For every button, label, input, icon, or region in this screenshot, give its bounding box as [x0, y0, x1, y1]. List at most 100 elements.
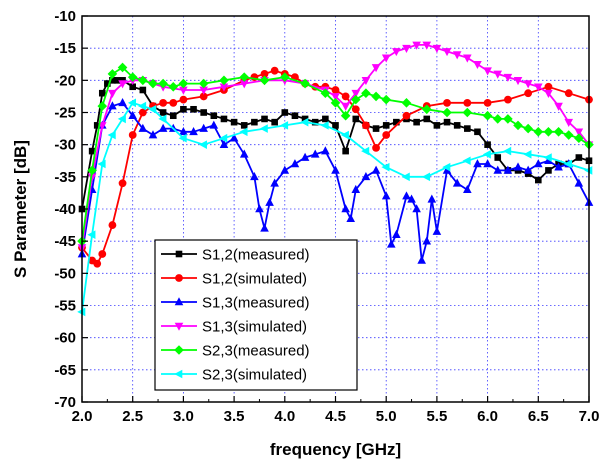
data-point: [260, 223, 269, 232]
data-point: [386, 239, 396, 248]
data-point: [117, 114, 126, 124]
data-point: [251, 118, 258, 126]
data-point: [300, 117, 309, 127]
data-point: [401, 98, 412, 108]
data-point: [482, 150, 491, 159]
data-point: [503, 146, 512, 156]
data-point: [301, 115, 309, 123]
data-point: [382, 131, 391, 139]
y-tick-label: -60: [54, 330, 76, 347]
y-tick-label: -35: [54, 169, 76, 186]
data-point: [210, 112, 218, 120]
data-point: [229, 133, 239, 142]
data-point: [422, 236, 432, 245]
data-point: [341, 204, 350, 213]
plot-area: [77, 41, 594, 317]
data-point: [209, 120, 219, 129]
data-point: [198, 140, 207, 149]
legend: S1,2(measured) S1,2(simulated) S1,3(measur…: [154, 239, 358, 391]
data-point: [93, 122, 101, 129]
data-point: [513, 77, 523, 86]
data-point: [432, 226, 442, 235]
data-point: [563, 159, 573, 169]
data-point: [412, 204, 421, 213]
data-point: [87, 173, 97, 182]
data-point: [179, 95, 188, 104]
data-point: [118, 179, 127, 188]
data-point: [503, 165, 513, 174]
data-point: [554, 102, 563, 111]
data-point: [331, 86, 340, 94]
data-point: [265, 197, 274, 206]
data-point: [473, 159, 482, 168]
data-point: [421, 172, 431, 182]
y-tick-label: -15: [54, 40, 76, 57]
data-point: [534, 159, 543, 168]
data-point: [320, 121, 329, 130]
data-point: [230, 118, 238, 126]
data-point: [535, 176, 542, 184]
legend-label: S1,2(simulated): [202, 271, 307, 288]
data-point: [107, 130, 116, 140]
axis-ticks: 2.0 2.5 3.0 3.5 4.0 4.5 5.0 5.5 6.0 6.5 7.0 -10 -15 -…: [54, 8, 599, 425]
data-point: [361, 77, 371, 86]
data-point: [169, 112, 177, 120]
data-point: [483, 98, 492, 107]
data-point: [371, 64, 381, 73]
data-point: [407, 194, 416, 203]
data-point: [464, 125, 471, 132]
y-tick-label: -25: [54, 105, 76, 122]
data-point: [342, 147, 349, 155]
data-point: [159, 109, 167, 116]
y-tick-label: -65: [54, 362, 76, 379]
data-point: [341, 92, 350, 101]
x-tick-label: 3.0: [173, 408, 194, 425]
data-point: [239, 127, 248, 137]
data-point: [148, 78, 158, 89]
data-point: [88, 147, 96, 155]
data-point: [87, 230, 96, 240]
data-point: [261, 115, 268, 123]
data-point: [259, 124, 268, 133]
data-point: [482, 110, 493, 121]
x-tick-label: 4.0: [274, 408, 295, 425]
y-tick-label: -10: [54, 8, 76, 25]
data-point: [148, 130, 158, 139]
data-point: [463, 184, 472, 193]
data-point: [371, 91, 381, 102]
data-point: [453, 122, 461, 129]
data-point: [382, 122, 390, 129]
legend-label: S2,3(measured): [202, 343, 310, 360]
data-point: [300, 152, 310, 161]
data-point: [392, 229, 401, 239]
data-point: [148, 104, 157, 114]
data-point: [87, 165, 97, 176]
data-point: [402, 191, 411, 200]
legend-entry: S2,3(simulated): [161, 367, 307, 384]
data-point: [175, 250, 183, 258]
data-point: [351, 105, 360, 114]
data-point: [381, 54, 391, 63]
data-point: [158, 78, 168, 89]
data-point: [118, 98, 127, 107]
data-point: [564, 89, 573, 98]
y-tick-label: -20: [54, 72, 76, 89]
data-point: [109, 77, 116, 84]
data-point: [543, 127, 554, 137]
data-point: [322, 115, 329, 123]
data-point: [138, 101, 147, 111]
data-point: [417, 255, 426, 264]
data-point: [259, 75, 270, 86]
legend-box: [154, 239, 358, 391]
data-point: [179, 86, 188, 95]
data-point: [442, 48, 452, 57]
data-point: [484, 141, 491, 148]
x-tick-label: 3.5: [224, 408, 245, 425]
data-point: [351, 184, 361, 193]
data-point: [321, 146, 330, 155]
data-point: [361, 172, 371, 181]
data-point: [492, 114, 503, 124]
x-tick-label: 2.0: [72, 408, 93, 425]
x-tick-label: 6.0: [477, 408, 498, 425]
